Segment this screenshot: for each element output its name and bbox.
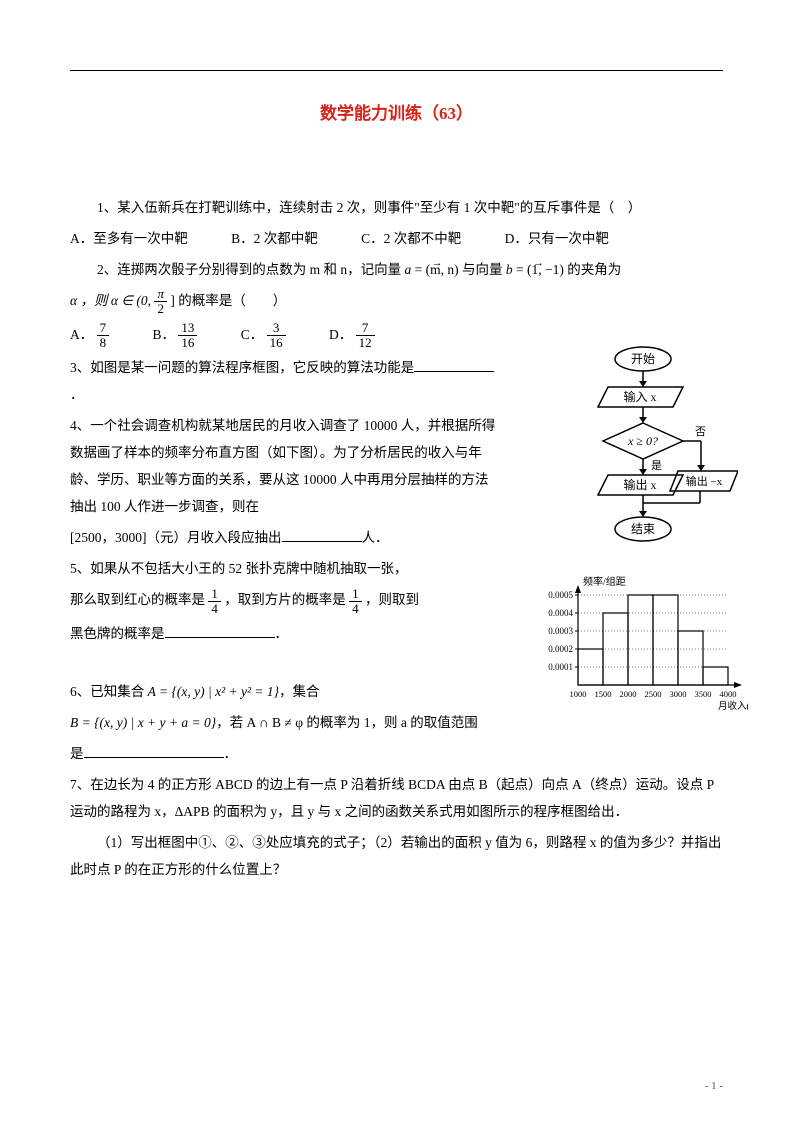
q1-optB: B．2 次都中靶 xyxy=(231,225,318,252)
q2-optD: D． 712 xyxy=(329,321,375,351)
q2-Dfrac: 712 xyxy=(356,321,375,351)
q5-c: 黑色牌的概率是 xyxy=(70,626,165,641)
svg-text:0.0001: 0.0001 xyxy=(548,662,573,672)
q2-pi2: π2 xyxy=(154,287,167,317)
q6-setB: B = {(x, y) | x + y + a = 0} xyxy=(70,715,216,730)
q5-blank xyxy=(165,624,275,639)
q2-Anum: 7 xyxy=(97,321,110,336)
q2-Dnum: 7 xyxy=(356,321,375,336)
q2-Cfrac: 316 xyxy=(267,321,286,351)
q2-lead: 2、连掷两次骰子分别得到的点数为 m 和 n，记向量 xyxy=(97,262,405,277)
svg-text:3000: 3000 xyxy=(670,689,687,699)
q2-line1: 2、连掷两次骰子分别得到的点数为 m 和 n，记向量 a = (m, n) 与向… xyxy=(70,256,723,283)
q6-b: ，集合 xyxy=(279,684,320,699)
q1-optC: C．2 次都不中靶 xyxy=(361,225,461,252)
q5-d1: 4 xyxy=(208,602,221,616)
q2-Clbl: C． xyxy=(241,327,264,342)
q2-Cnum: 3 xyxy=(267,321,286,336)
q2-Bnum: 13 xyxy=(178,321,197,336)
q6-setA: A = {(x, y) | x² + y² = 1} xyxy=(148,684,279,699)
q2-Dden: 12 xyxy=(356,336,375,350)
svg-text:1500: 1500 xyxy=(595,689,612,699)
q2-optB: B． 1316 xyxy=(153,321,198,351)
svg-text:0.0004: 0.0004 xyxy=(548,608,573,618)
vec-b: b xyxy=(506,262,513,277)
fc-end: 结束 xyxy=(631,522,655,536)
q2-Bfrac: 1316 xyxy=(178,321,197,351)
q6-c: ，若 A ∩ B ≠ φ 的概率为 1，则 a 的取值范围 xyxy=(216,715,478,730)
q6-e: ． xyxy=(224,746,238,761)
q5-l1: 5、如果从不包括大小王的 52 张扑克牌中随机抽取一张， xyxy=(70,555,480,582)
q3-text: 3、如图是某一问题的算法程序框图，它反映的算法功能是 xyxy=(70,360,414,375)
q5-d: ． xyxy=(275,626,289,641)
svg-text:2500: 2500 xyxy=(645,689,662,699)
svg-text:频率/组距: 频率/组距 xyxy=(583,575,626,588)
q2-pi: π xyxy=(154,287,167,302)
q5-l2: 那么取到红心的概率是 14 ，取到方片的概率是 14 ，则取到 xyxy=(70,586,480,616)
q5-b3: ，则取到 xyxy=(365,592,419,607)
q2-Cden: 16 xyxy=(267,336,286,350)
flowchart-diagram: 开始 输入 x x ≥ 0? 否 是 输出 x 输出 −x xyxy=(583,345,738,559)
q7-p2: （1）写出框图中①、②、③处应填充的式子；（2）若输出的面积 y 值为 6，则路… xyxy=(70,829,723,883)
q5-n2: 1 xyxy=(349,587,362,602)
q7-p1: 7、在边长为 4 的正方形 ABCD 的边上有一点 P 沿着折线 BCDA 由点… xyxy=(70,771,723,825)
fc-cond: x ≥ 0? xyxy=(627,434,658,448)
q1-text: 1、某入伍新兵在打靶训练中，连续射击 2 次，则事件"至少有 1 次中靶"的互斥… xyxy=(70,194,723,221)
fc-out2: 输出 −x xyxy=(686,474,723,488)
q6-a: 6、已知集合 xyxy=(70,684,148,699)
svg-text:4000: 4000 xyxy=(720,689,737,699)
q4-p2a: [2500，3000]（元）月收入段应抽出 xyxy=(70,530,282,545)
q4-p2b: 人． xyxy=(362,530,389,545)
q1-options: A．至多有一次中靶 B．2 次都中靶 C．2 次都不中靶 D．只有一次中靶 xyxy=(70,225,723,252)
q2-optC: C． 316 xyxy=(241,321,286,351)
q2-tail: ] 的概率是（ ） xyxy=(170,293,286,308)
q5-frac2: 14 xyxy=(349,587,362,617)
svg-text:月收入(元): 月收入(元) xyxy=(718,700,748,710)
q2-Afrac: 78 xyxy=(97,321,110,351)
svg-text:0.0002: 0.0002 xyxy=(548,644,573,654)
q4-blank xyxy=(282,528,362,543)
q5-block: 5、如果从不包括大小王的 52 张扑克牌中随机抽取一张， 那么取到红心的概率是 … xyxy=(70,555,480,647)
q5-b1: 那么取到红心的概率是 xyxy=(70,592,205,607)
q2-line2: α ，则 α ∈ (0, π2 ] 的概率是（ ） xyxy=(70,287,723,317)
fc-input: 输入 x xyxy=(623,389,656,404)
q3-blank xyxy=(414,358,494,373)
svg-text:1000: 1000 xyxy=(570,689,587,699)
histogram-chart: 频率/组距 0.0005 0.0004 0.0003 0.0002 0.0001 1000 1… xyxy=(533,575,748,713)
q2-Aden: 8 xyxy=(97,336,110,350)
page-title: 数学能力训练（63） xyxy=(70,99,723,124)
q2-Albl: A． xyxy=(70,327,93,342)
svg-text:0.0005: 0.0005 xyxy=(548,590,573,600)
q5-d2: 4 xyxy=(349,602,362,616)
q5-l3: 黑色牌的概率是 ． xyxy=(70,620,480,647)
q3: 3、如图是某一问题的算法程序框图，它反映的算法功能是． xyxy=(70,354,500,408)
q2-optA: A． 78 xyxy=(70,321,109,351)
page-number: - 1 - xyxy=(705,1080,723,1092)
q6-blank xyxy=(84,744,224,759)
fc-start: 开始 xyxy=(631,352,655,366)
q6-d: 是 xyxy=(70,746,84,761)
q1-optA: A．至多有一次中靶 xyxy=(70,225,188,252)
fc-no: 否 xyxy=(695,426,706,438)
svg-text:0.0003: 0.0003 xyxy=(548,626,573,636)
q5-b2: ，取到方片的概率是 xyxy=(224,592,346,607)
q2-Dlbl: D． xyxy=(329,327,352,342)
q2-Bden: 16 xyxy=(178,336,197,350)
q1-optD: D．只有一次中靶 xyxy=(505,225,609,252)
q6-l2: B = {(x, y) | x + y + a = 0}，若 A ∩ B ≠ φ… xyxy=(70,709,723,736)
q2-two: 2 xyxy=(154,302,167,316)
q4-p1: 4、一个社会调查机构就某地居民的月收入调查了 10000 人，并根据所得数据画了… xyxy=(70,412,500,520)
fc-yes: 是 xyxy=(651,459,662,472)
fc-out1: 输出 x xyxy=(623,477,656,492)
vec-a: a xyxy=(405,262,412,277)
top-rule xyxy=(70,70,723,71)
svg-text:3500: 3500 xyxy=(695,689,712,699)
q2-Blbl: B． xyxy=(153,327,176,342)
svg-text:2000: 2000 xyxy=(620,689,637,699)
q5-frac1: 14 xyxy=(208,587,221,617)
q6-l3: 是． xyxy=(70,740,723,767)
q2-alpha: α ，则 α ∈ (0, xyxy=(70,293,154,308)
q5-n1: 1 xyxy=(208,587,221,602)
